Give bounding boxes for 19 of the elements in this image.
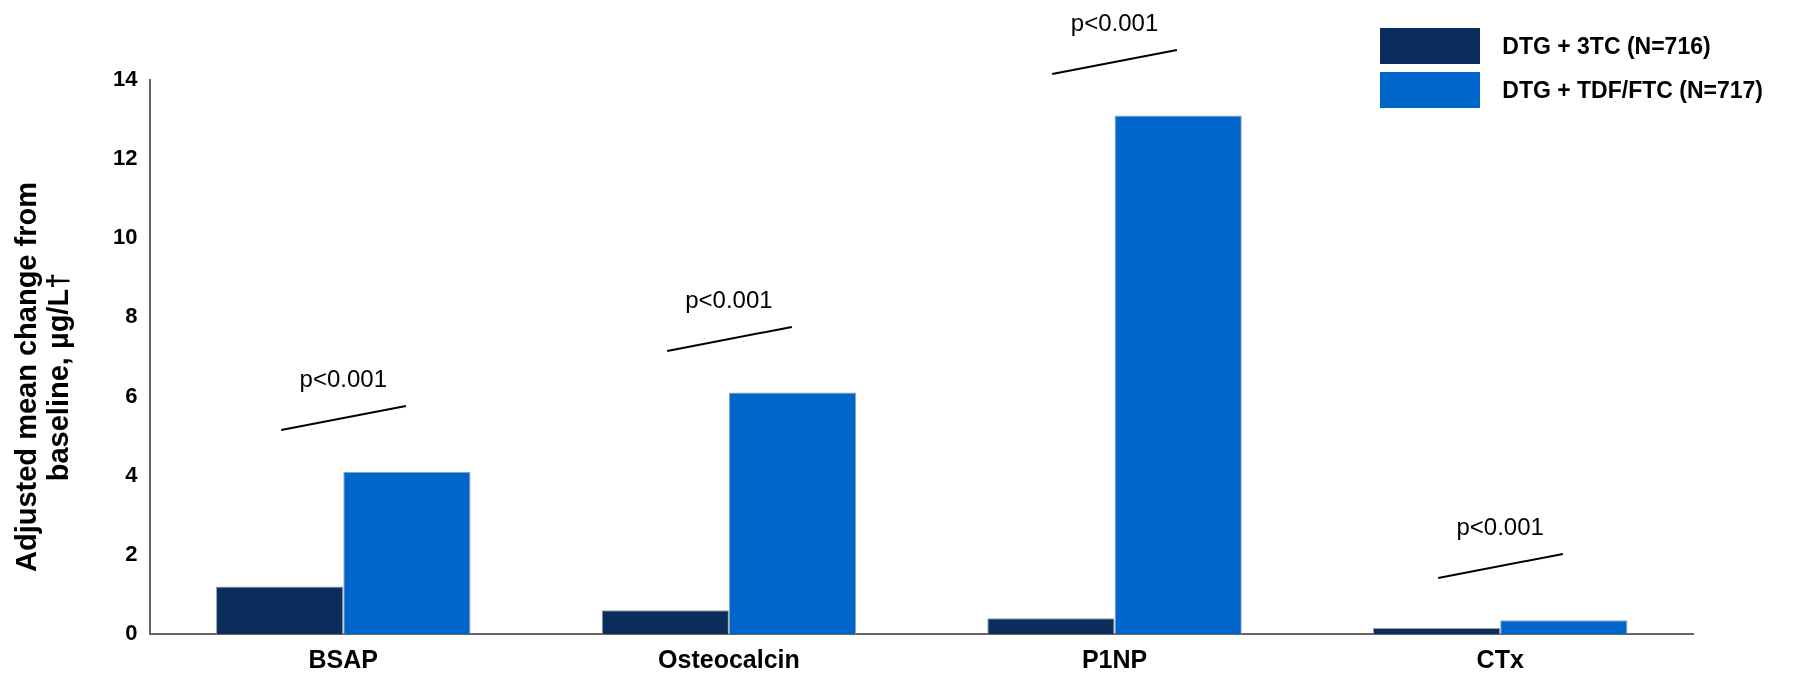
y-tick-label: 14 (112, 66, 139, 92)
y-axis-title: Adjusted mean change from baseline, µg/L† (10, 182, 74, 572)
y-tick-label: 10 (112, 224, 138, 250)
x-tick-label: BSAP (308, 644, 379, 673)
legend-label: DTG + 3TC (N=716) (1502, 32, 1711, 60)
y-tick-label: 8 (125, 303, 138, 329)
annotation: p<0.001 (1456, 513, 1544, 541)
y-tick-label: 12 (112, 145, 138, 171)
x-tick-label: Osteocalcin (658, 644, 800, 673)
annotation: p<0.001 (299, 364, 387, 392)
x-tick-label: CTx (1476, 644, 1524, 673)
y-tick-label: 0 (125, 620, 138, 646)
y-tick-label: 2 (125, 540, 138, 566)
legend-label: DTG + TDF/FTC (N=717) (1502, 76, 1763, 104)
y-tick-label: 4 (125, 461, 139, 487)
text: p<0.001 (1070, 8, 1159, 36)
annotation: p<0.001 (685, 285, 773, 313)
x-tick-label: P1NP (1081, 644, 1148, 673)
y-tick-label: 6 (125, 382, 138, 408)
